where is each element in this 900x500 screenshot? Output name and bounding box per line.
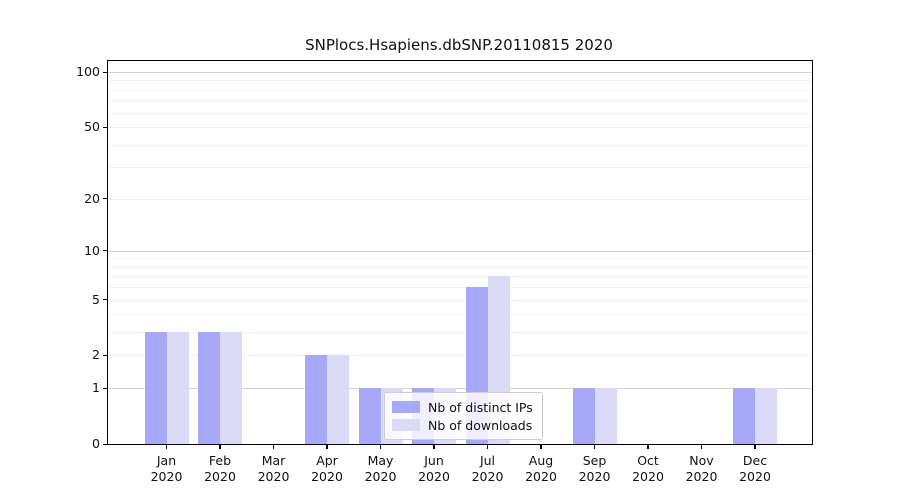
- x-tick-mark: [700, 444, 703, 449]
- y-tick-label: 100: [76, 64, 100, 79]
- legend-label: Nb of downloads: [428, 417, 533, 433]
- x-tick-mark: [272, 444, 275, 449]
- bar-nb-of-downloads: [220, 332, 242, 444]
- x-tick-label: Jul 2020: [471, 453, 504, 484]
- x-tick-label: Feb 2020: [204, 453, 236, 484]
- x-tick-label: Nov 2020: [685, 453, 718, 484]
- minor-gridline: [108, 167, 812, 169]
- y-tick-label: 5: [92, 291, 100, 307]
- plot-area: 0 1 2 5 10 20 50 100 Jan 2020 Feb 2020 Mar 2020 Ap…: [76, 60, 813, 484]
- minor-gridline: [108, 144, 812, 146]
- y-tick-label: 20: [84, 190, 100, 206]
- minor-gridline: [108, 355, 812, 357]
- x-tick-label: Mar 2020: [257, 453, 290, 484]
- x-tick-label: Aug 2020: [525, 453, 557, 484]
- minor-gridline: [108, 198, 812, 200]
- x-tick-mark: [540, 444, 542, 449]
- minor-gridline: [108, 80, 812, 82]
- x-tick-mark: [647, 444, 649, 449]
- major-gridline: [108, 250, 812, 252]
- y-tick-label: 2: [92, 347, 100, 363]
- x-tick-mark: [219, 444, 221, 449]
- x-tick-mark: [433, 444, 435, 449]
- y-tick-mark: [103, 299, 108, 301]
- y-tick-mark: [103, 71, 108, 73]
- bar-nb-of-downloads: [166, 332, 189, 444]
- legend: Nb of distinct IPs Nb of downloads: [384, 392, 543, 440]
- bar-nb-of-downloads: [755, 388, 777, 444]
- y-tick-mark: [103, 443, 108, 445]
- minor-gridline: [108, 112, 812, 114]
- x-tick-label: Jun 2020: [418, 453, 450, 484]
- legend-swatch-icon: [392, 401, 420, 413]
- minor-gridline: [108, 266, 812, 268]
- legend-item: Nb of downloads: [392, 416, 533, 434]
- minor-gridline: [108, 332, 812, 334]
- x-tick-label: Jan 2020: [150, 453, 183, 484]
- legend-item: Nb of distinct IPs: [392, 398, 533, 416]
- x-tick-mark: [486, 444, 489, 449]
- y-tick-label: 50: [84, 119, 100, 135]
- minor-gridline: [108, 287, 812, 289]
- bar-nb-of-distinct-ips: [572, 388, 595, 444]
- x-tick-label: Sep 2020: [578, 453, 611, 484]
- x-tick-label: May 2020: [364, 453, 397, 484]
- bar-nb-of-downloads: [594, 388, 617, 444]
- bar-nb-of-downloads: [327, 355, 349, 444]
- minor-gridline: [108, 100, 812, 102]
- chart-title: SNPlocs.Hsapiens.dbSNP.20110815 2020: [305, 36, 613, 54]
- bar-nb-of-distinct-ips: [305, 355, 327, 444]
- y-tick-label: 1: [92, 380, 100, 396]
- minor-gridline: [108, 299, 812, 301]
- x-tick-mark: [754, 444, 756, 449]
- x-tick-label: Oct 2020: [632, 453, 664, 484]
- major-gridline: [108, 72, 812, 73]
- y-tick-mark: [103, 354, 108, 357]
- minor-gridline: [108, 258, 812, 260]
- y-tick-mark: [103, 250, 108, 252]
- y-tick-mark: [103, 387, 108, 389]
- minor-gridline: [108, 314, 812, 316]
- legend-swatch-icon: [392, 419, 420, 431]
- minor-gridline: [108, 89, 812, 91]
- minor-gridline: [108, 127, 812, 129]
- minor-gridline: [108, 276, 812, 278]
- x-tick-label: Apr 2020: [311, 453, 343, 484]
- x-tick-label: Dec 2020: [739, 453, 771, 484]
- y-tick-label: 0: [92, 436, 100, 451]
- x-tick-mark: [165, 444, 168, 449]
- x-tick-mark: [593, 444, 596, 449]
- bar-nb-of-distinct-ips: [733, 388, 755, 444]
- y-tick-label: 10: [84, 242, 100, 258]
- bar-nb-of-distinct-ips: [198, 332, 220, 444]
- major-gridline: [108, 388, 812, 390]
- bar-nb-of-distinct-ips: [144, 332, 167, 444]
- x-tick-mark: [326, 444, 328, 449]
- y-tick-mark: [103, 126, 108, 128]
- bar-nb-of-distinct-ips: [358, 388, 381, 444]
- x-tick-mark: [379, 444, 382, 449]
- legend-label: Nb of distinct IPs: [428, 399, 533, 415]
- y-tick-mark: [103, 198, 108, 200]
